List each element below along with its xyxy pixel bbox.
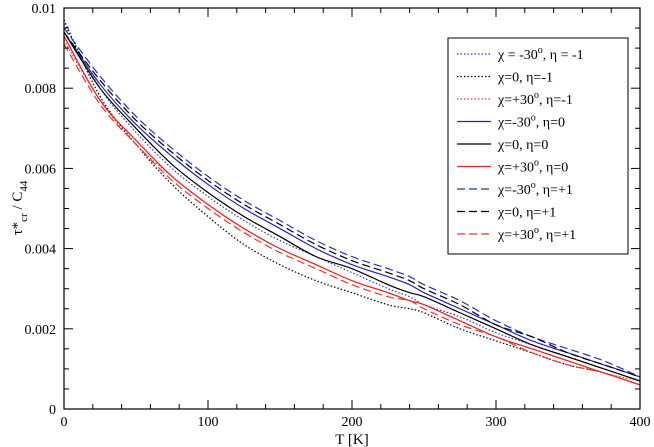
y-tick-label-1: 0.002 [25, 323, 57, 338]
series-line-6 [63, 35, 641, 386]
y-label-main: τ* [10, 222, 26, 236]
svg-text:τ*cr / C44: τ*cr / C44 [10, 180, 30, 235]
y-label-rest: / C [10, 192, 26, 214]
y-tick-label-2: 0.004 [25, 243, 57, 258]
series-line-1 [63, 23, 641, 382]
legend-label-7: χ=-30o, η=+1 [497, 180, 573, 198]
legend-label-5: χ=0, η=0 [497, 138, 548, 153]
y-tick-label-4: 0.008 [25, 82, 57, 97]
series-line-7 [63, 27, 641, 378]
y-tick-label-5: 0.01 [32, 2, 57, 17]
series-line-4 [63, 31, 641, 378]
legend-label-1: χ = -30o, η = -1 [497, 45, 584, 63]
legend-box [447, 37, 629, 255]
y-label-sub2: 44 [18, 180, 30, 192]
y-label-sub: cr [18, 213, 30, 222]
legend-label-3: χ=+30o, η=-1 [497, 90, 573, 108]
y-tick-label-3: 0.006 [25, 162, 57, 177]
x-axis-label: T [K] [335, 432, 368, 447]
axis-ticks-group: 0 100 200 300 400 0 0.002 0.004 0.006 0.008 0.01 [25, 2, 651, 430]
legend-entries: χ = -30o, η = -1 χ=0, η=-1 χ=+30o, η=-1 χ=-… [457, 45, 584, 243]
y-axis-label: τ*cr / C44 [10, 180, 30, 235]
legend: χ = -30o, η = -1 χ=0, η=-1 χ=+30o, η=-1 χ=-… [447, 37, 629, 255]
legend-label-9: χ=+30o, η=+1 [497, 225, 576, 243]
series-line-9 [63, 43, 641, 386]
x-tick-label-0: 0 [61, 415, 68, 430]
legend-label-6: χ=+30o, η=0 [497, 158, 568, 176]
plot-series-group [63, 19, 641, 386]
y-tick-label-0: 0 [49, 403, 56, 418]
x-tick-label-3: 300 [486, 415, 507, 430]
x-tick-label-2: 200 [342, 415, 363, 430]
series-line-8 [63, 31, 641, 378]
series-line-5 [63, 31, 641, 382]
x-tick-label-1: 100 [198, 415, 219, 430]
legend-label-2: χ=0, η=-1 [497, 71, 553, 86]
x-tick-label-4: 400 [630, 415, 651, 430]
legend-label-4: χ=-30o, η=0 [497, 113, 565, 131]
legend-label-8: χ=0, η=+1 [497, 206, 556, 221]
